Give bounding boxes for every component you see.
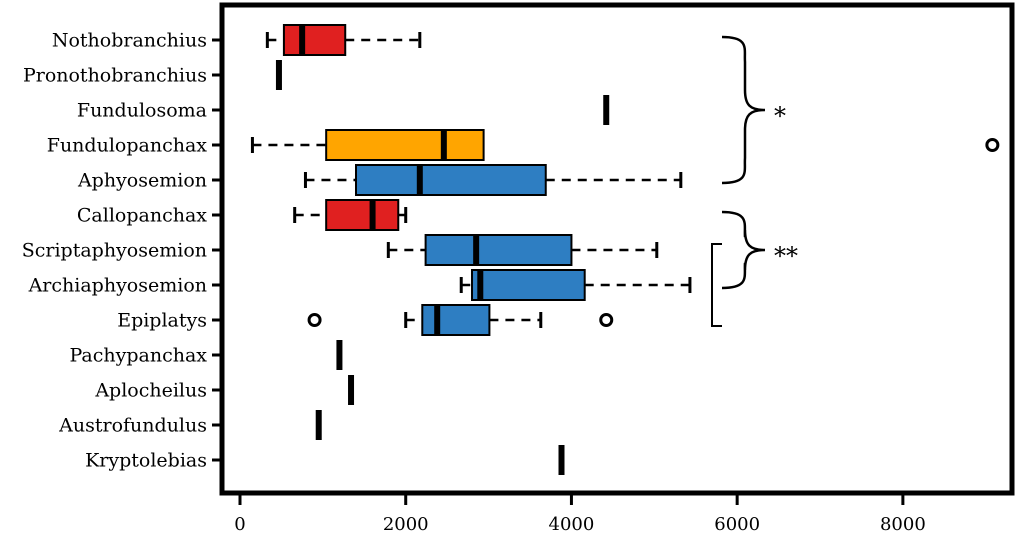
- annotations: ***: [711, 35, 798, 327]
- y-tick-label-fundulopanchax: Fundulopanchax: [47, 135, 208, 157]
- significance-label-1: **: [774, 242, 798, 270]
- box-callopanchax: [325, 199, 400, 231]
- y-tick-label-fundulosoma: Fundulosoma: [77, 100, 207, 122]
- y-tick-label-epiplatys: Epiplatys: [117, 310, 207, 332]
- y-tick-label-austrofundulus: Austrofundulus: [58, 415, 207, 437]
- y-tick-label-archiaphyosemion: Archiaphyosemion: [28, 275, 207, 297]
- y-tick-label-kryptolebias: Kryptolebias: [85, 450, 207, 472]
- x-tick-label-6000: 6000: [714, 514, 760, 535]
- bracket-2: [711, 243, 722, 327]
- brace-1: [721, 210, 766, 290]
- y-tick-label-pachypanchax: Pachypanchax: [69, 345, 207, 367]
- y-tick-label-scriptaphyosemion: Scriptaphyosemion: [22, 240, 207, 262]
- y-tick-label-callopanchax: Callopanchax: [77, 205, 207, 227]
- significance-label-0: *: [774, 102, 786, 130]
- y-tick-label-nothobranchius: Nothobranchius: [52, 30, 207, 52]
- chart-marks: [250, 24, 1000, 475]
- box-aphyosemion: [355, 164, 547, 196]
- x-tick-label-2000: 2000: [383, 514, 429, 535]
- brace-0: [721, 35, 766, 185]
- outlier-fundulopanchax-0: [985, 138, 1000, 152]
- x-tick-label-4000: 4000: [549, 514, 595, 535]
- box-archiaphyosemion: [471, 269, 586, 301]
- box-fundulopanchax: [325, 129, 485, 161]
- axis-ticks: Nothobranchius Pronothobranchius Funduloso…: [22, 30, 926, 536]
- outlier-epiplatys-0: [307, 313, 322, 327]
- outlier-epiplatys-1: [599, 313, 614, 327]
- x-tick-label-0: 0: [234, 514, 245, 535]
- box-scriptaphyosemion: [424, 234, 573, 266]
- plot-frame: [219, 2, 1015, 496]
- x-tick-label-8000: 8000: [880, 514, 926, 535]
- box-epiplatys: [421, 304, 491, 336]
- y-tick-label-pronothobranchius: Pronothobranchius: [23, 65, 207, 87]
- y-tick-label-aphyosemion: Aphyosemion: [77, 170, 207, 192]
- y-tick-label-aplocheilus: Aplocheilus: [94, 380, 207, 402]
- box-nothobranchius: [282, 24, 347, 56]
